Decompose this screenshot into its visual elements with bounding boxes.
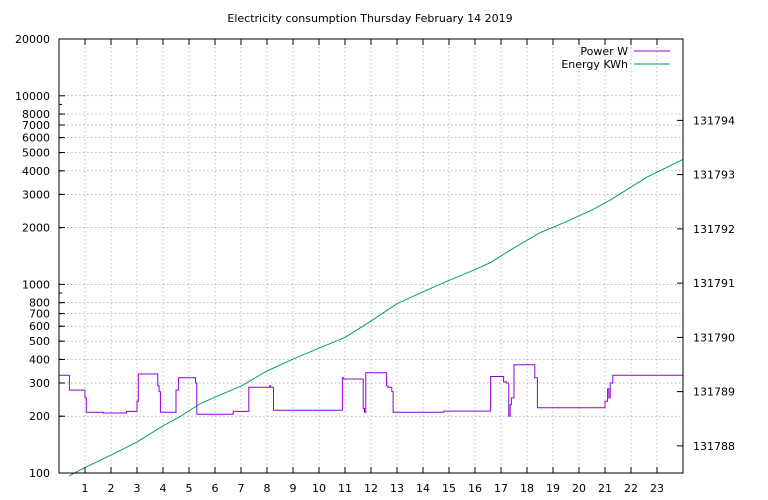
x-tick-label: 5 bbox=[186, 482, 193, 495]
y2-tick-label: 131790 bbox=[693, 331, 735, 344]
x-tick-label: 18 bbox=[520, 482, 534, 495]
y2-tick-label: 131789 bbox=[693, 386, 735, 399]
y-tick-label: 600 bbox=[29, 320, 50, 333]
legend-label-energy: Energy KWh bbox=[561, 58, 628, 71]
x-tick-label: 21 bbox=[598, 482, 612, 495]
x-tick-label: 9 bbox=[290, 482, 297, 495]
y2-tick-label: 131792 bbox=[693, 223, 735, 236]
x-tick-label: 16 bbox=[468, 482, 482, 495]
x-tick-label: 19 bbox=[546, 482, 560, 495]
series-line-power bbox=[59, 364, 683, 417]
y-tick-label: 20000 bbox=[15, 33, 50, 46]
x-tick-label: 10 bbox=[312, 482, 326, 495]
y2-tick-label: 131791 bbox=[693, 277, 735, 290]
chart-title: Electricity consumption Thursday Februar… bbox=[227, 12, 512, 25]
series-line-energy bbox=[69, 158, 684, 477]
y-tick-label: 10000 bbox=[15, 90, 50, 103]
y-tick-label: 700 bbox=[29, 308, 50, 321]
x-tick-label: 23 bbox=[650, 482, 664, 495]
x-tick-label: 7 bbox=[238, 482, 245, 495]
y2-tick-label: 131788 bbox=[693, 440, 735, 453]
y-tick-label: 200 bbox=[29, 410, 50, 423]
legend: Power W Energy KWh bbox=[561, 45, 670, 71]
y-tick-label: 2000 bbox=[22, 222, 50, 235]
y-tick-label: 5000 bbox=[22, 147, 50, 160]
y2-tick-label: 131794 bbox=[693, 114, 735, 127]
x-tick-label: 17 bbox=[494, 482, 508, 495]
y-tick-label: 400 bbox=[29, 353, 50, 366]
y-tick-label: 300 bbox=[29, 377, 50, 390]
series-layer bbox=[59, 158, 684, 477]
x-tick-label: 1 bbox=[82, 482, 89, 495]
y-tick-label: 8000 bbox=[22, 108, 50, 121]
y-tick-label: 800 bbox=[29, 297, 50, 310]
x-tick-label: 20 bbox=[572, 482, 586, 495]
x-tick-label: 15 bbox=[442, 482, 456, 495]
x-tick-label: 2 bbox=[108, 482, 115, 495]
x-tick-label: 14 bbox=[416, 482, 430, 495]
y2-tick-label: 131793 bbox=[693, 169, 735, 182]
axes: 1 2 3 4 5 6 7 8 9 10 11 12 13 14 15 16 17 18 19 20 21 22 23100… bbox=[15, 33, 735, 495]
y-tick-label: 6000 bbox=[22, 132, 50, 145]
y-tick-label: 500 bbox=[29, 335, 50, 348]
y-tick-label: 1000 bbox=[22, 278, 50, 291]
y-tick-label: 4000 bbox=[22, 165, 50, 178]
x-tick-label: 13 bbox=[390, 482, 404, 495]
legend-label-power: Power W bbox=[580, 45, 628, 58]
x-tick-label: 8 bbox=[264, 482, 271, 495]
x-tick-label: 22 bbox=[624, 482, 638, 495]
x-tick-label: 3 bbox=[134, 482, 141, 495]
legend-entry-power: Power W bbox=[580, 45, 670, 58]
x-tick-label: 4 bbox=[160, 482, 167, 495]
x-tick-label: 6 bbox=[212, 482, 219, 495]
y-tick-label: 7000 bbox=[22, 119, 50, 132]
y-tick-label: 3000 bbox=[22, 188, 50, 201]
legend-entry-energy: Energy KWh bbox=[561, 58, 670, 71]
y-tick-label: 100 bbox=[29, 467, 50, 480]
x-tick-label: 12 bbox=[364, 482, 378, 495]
x-tick-label: 11 bbox=[338, 482, 352, 495]
